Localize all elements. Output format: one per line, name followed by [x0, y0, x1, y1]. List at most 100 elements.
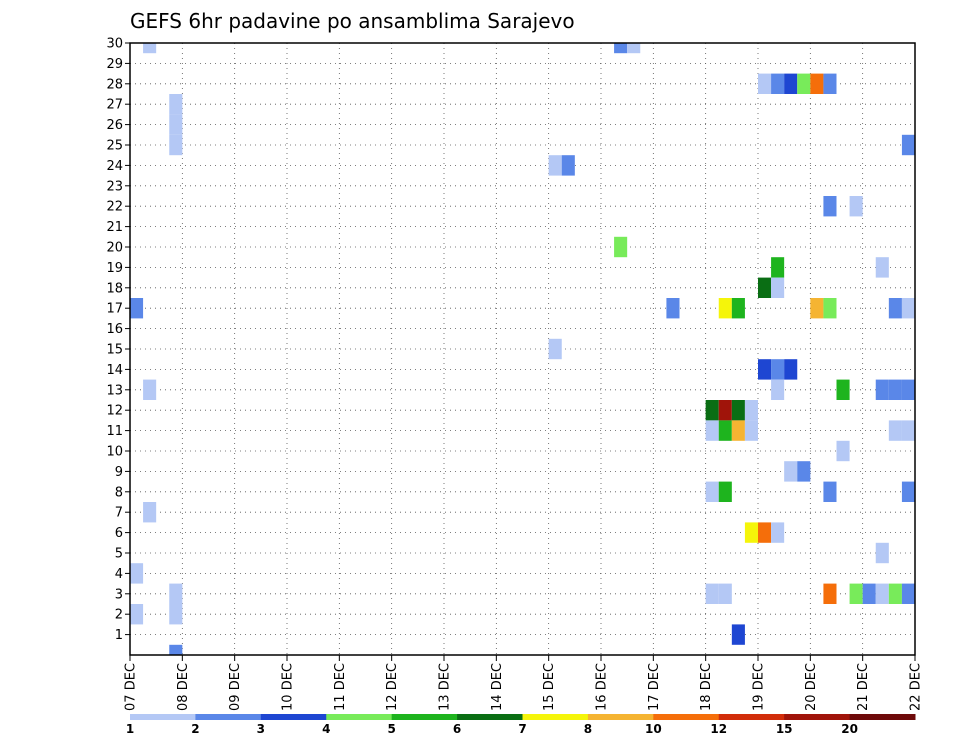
precip-cells [130, 43, 915, 655]
x-tick-label: 10 DEC [281, 663, 296, 711]
precip-cell [143, 43, 157, 54]
y-tick-label: 23 [106, 179, 123, 194]
precip-cell [823, 73, 837, 94]
y-tick-label: 3 [115, 587, 123, 602]
colorbar-label: 12 [710, 722, 727, 736]
precip-cell [548, 155, 562, 176]
y-tick-label: 26 [106, 118, 123, 133]
precip-cell [548, 338, 562, 360]
precip-cell [875, 542, 889, 564]
y-tick-label: 19 [106, 261, 123, 276]
precip-cell [784, 359, 798, 380]
y-tick-label: 7 [115, 506, 123, 521]
colorbar-label: 1 [126, 722, 134, 736]
colorbar-label: 15 [776, 722, 793, 736]
precip-cell [731, 420, 745, 441]
precip-cell [888, 298, 902, 319]
precip-cell [875, 379, 889, 400]
y-tick-label: 6 [115, 526, 123, 541]
y-tick-label: 8 [115, 485, 123, 500]
precip-cell [718, 481, 732, 502]
precip-cell [666, 298, 680, 319]
colorbar-swatch [522, 714, 589, 720]
x-tick-label: 22 DEC [909, 663, 924, 711]
y-tick-label: 14 [106, 363, 123, 378]
colorbar-label: 6 [453, 722, 461, 736]
precip-cell [705, 481, 719, 502]
precip-cell [169, 604, 183, 625]
precip-cell [771, 73, 785, 94]
precip-cell [901, 379, 915, 400]
precip-cell [875, 257, 889, 278]
precip-cell [901, 298, 915, 319]
colorbar-label: 8 [584, 722, 592, 736]
precip-cell [901, 134, 915, 156]
precip-cell [130, 604, 144, 625]
colorbar-swatch [457, 714, 523, 720]
y-tick-label: 20 [106, 241, 123, 256]
y-tick-label: 1 [115, 628, 123, 643]
y-tick-label: 15 [106, 343, 123, 358]
y-tick-label: 29 [106, 57, 123, 72]
precip-cell [823, 481, 837, 502]
y-tick-label: 24 [106, 159, 123, 174]
precip-cell [823, 196, 837, 217]
precip-cell [705, 583, 719, 604]
precip-cell [758, 359, 772, 380]
y-tick-label: 11 [106, 424, 123, 439]
x-tick-label: 19 DEC [752, 663, 767, 711]
y-tick-label: 22 [106, 200, 123, 215]
colorbar-label: 7 [518, 722, 526, 736]
precip-cell [744, 522, 758, 543]
precip-cell [771, 359, 785, 380]
precip-cell [169, 114, 183, 135]
precip-cell [718, 298, 732, 319]
precip-cell [718, 400, 732, 421]
precip-cell [771, 379, 785, 400]
precip-cell [810, 73, 824, 94]
precip-cell [901, 583, 915, 604]
y-tick-label: 10 [106, 445, 123, 460]
x-tick-label: 17 DEC [647, 663, 662, 711]
precip-cell [169, 644, 183, 655]
x-axis: 07 DEC 08 DEC 09 DEC 10 DEC 11 DEC 12 DEC 13 D… [124, 655, 924, 711]
colorbar-swatch [718, 714, 785, 720]
precip-cell [705, 420, 719, 441]
precip-cell [731, 624, 745, 645]
colorbar-swatch [130, 714, 196, 720]
x-tick-label: 14 DEC [490, 663, 505, 711]
colorbar-label: 10 [645, 722, 662, 736]
colorbar-legend: 1 2 3 4 5 6 7 8 10 12 15 20 [126, 714, 916, 736]
precip-cell [823, 583, 837, 604]
x-tick-label: 18 DEC [699, 663, 714, 711]
precip-cell [810, 298, 824, 319]
precip-cell [744, 420, 758, 441]
precip-cell [901, 481, 915, 502]
precip-cell [169, 94, 183, 115]
colorbar-label: 20 [841, 722, 858, 736]
chart-title: GEFS 6hr padavine po ansamblima Sarajevo [130, 9, 575, 33]
precip-cell [849, 196, 863, 217]
precip-cell [849, 583, 863, 604]
y-tick-label: 4 [115, 567, 123, 582]
precip-cell [614, 43, 628, 54]
precip-cell [627, 43, 641, 54]
precip-cell [758, 522, 772, 543]
y-tick-label: 5 [115, 547, 123, 562]
precip-cell [169, 134, 183, 156]
y-tick-label: 18 [106, 281, 123, 296]
y-tick-label: 21 [106, 220, 123, 235]
precip-cell [169, 583, 183, 604]
y-tick-label: 2 [115, 608, 123, 623]
colorbar-swatch [195, 714, 262, 720]
precip-cell [862, 583, 876, 604]
x-tick-label: 09 DEC [228, 663, 243, 711]
precip-cell [718, 583, 732, 604]
precip-cell [875, 583, 889, 604]
precip-cell [718, 420, 732, 441]
colorbar-swatch [260, 714, 327, 720]
precip-cell [797, 73, 811, 94]
colorbar-label: 2 [191, 722, 199, 736]
x-tick-label: 13 DEC [438, 663, 453, 711]
